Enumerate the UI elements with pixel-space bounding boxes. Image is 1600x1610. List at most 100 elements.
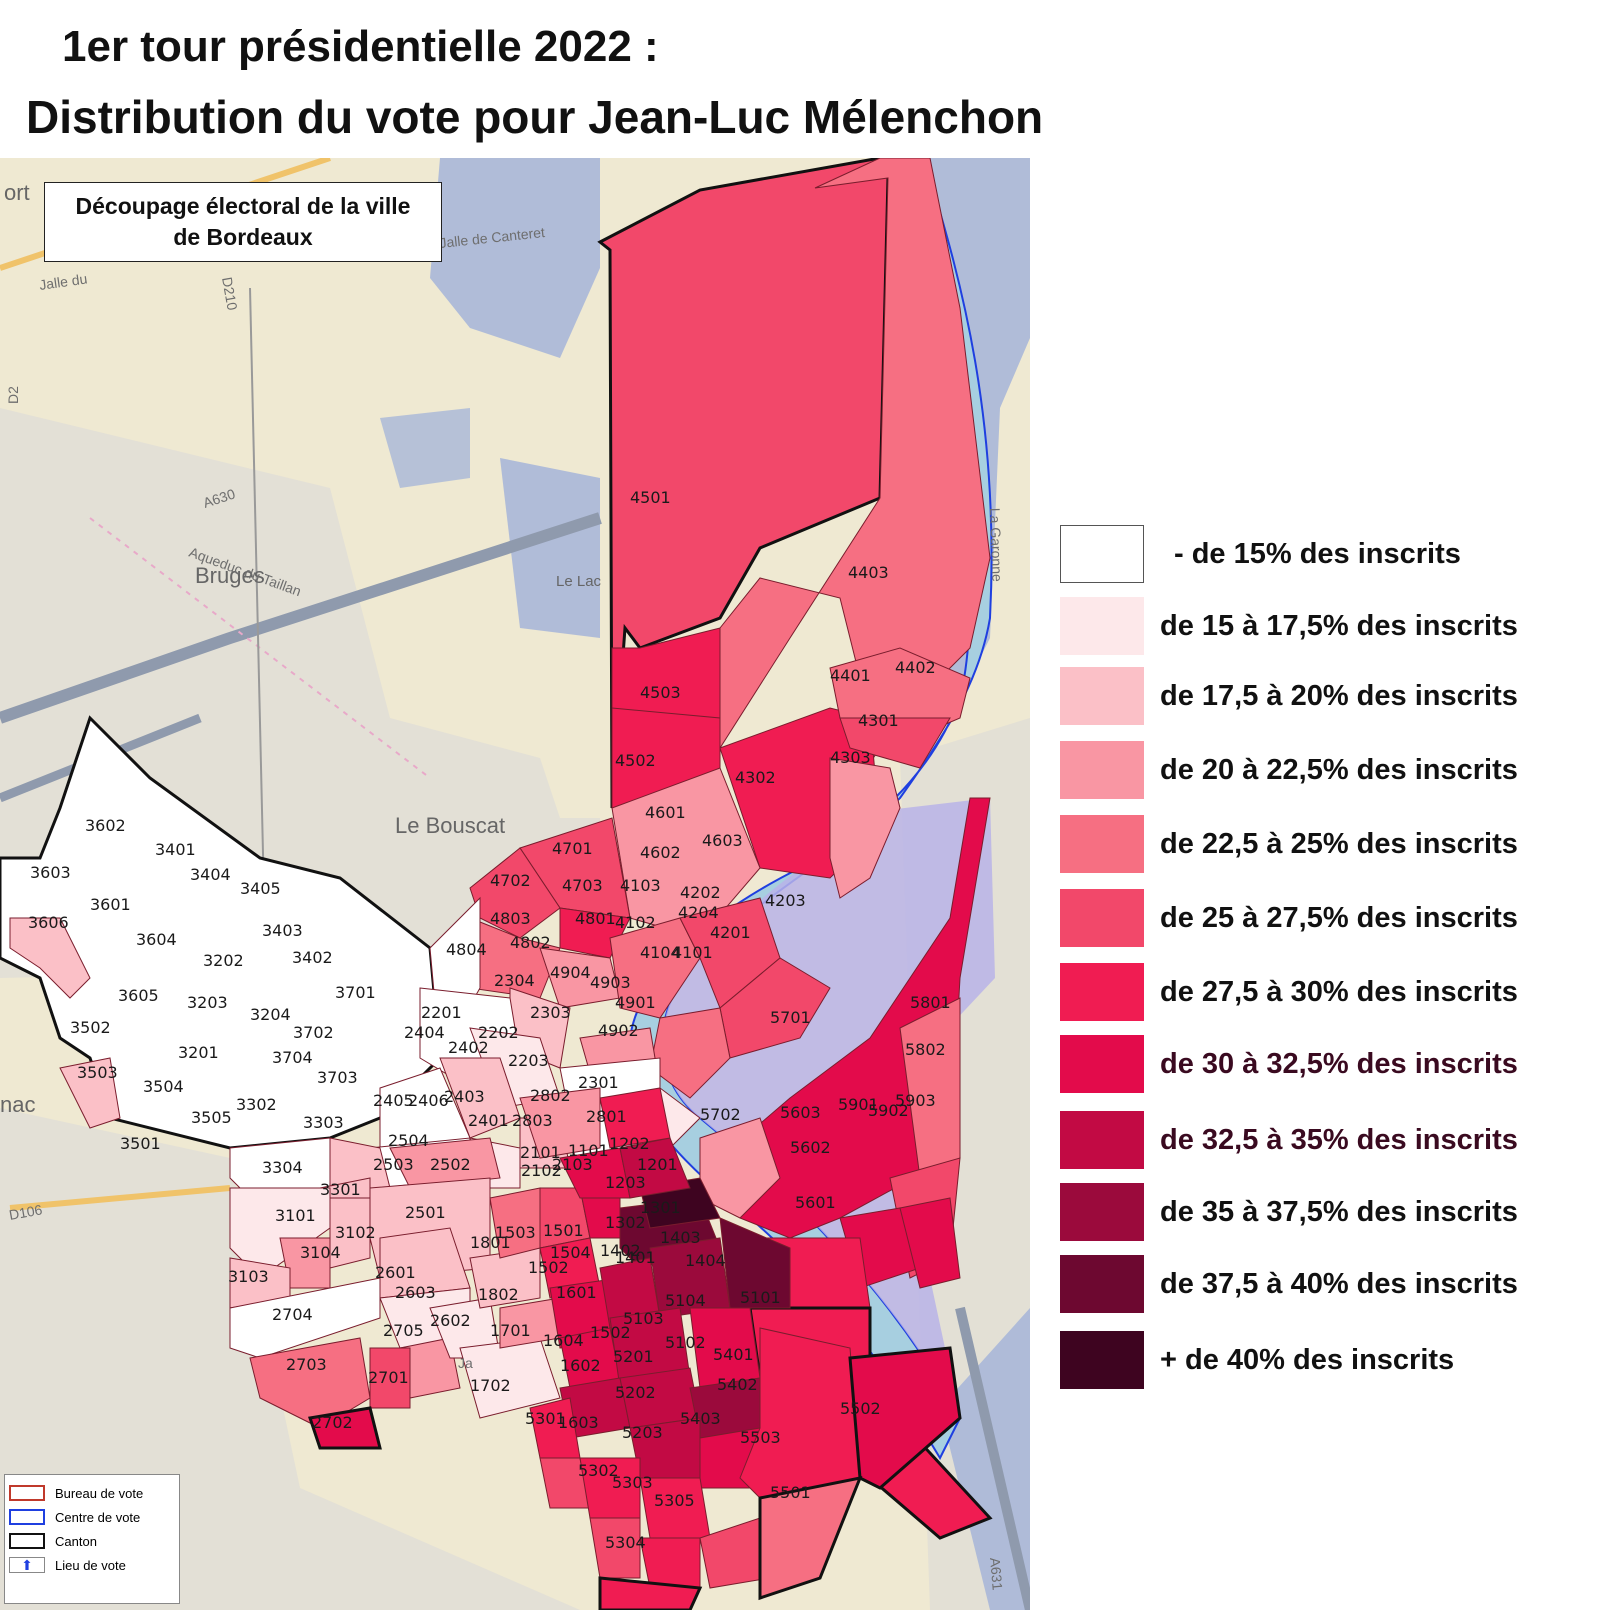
precinct-label: 3103 (228, 1267, 269, 1286)
precinct-label: 4602 (640, 843, 681, 862)
precinct-2701[interactable] (369, 1347, 411, 1409)
precinct-label: 5903 (895, 1091, 936, 1110)
legend-swatch (1060, 815, 1144, 873)
precinct-label: 5203 (622, 1423, 663, 1442)
precinct-label: 4603 (702, 831, 743, 850)
precinct-5303[interactable] (639, 1537, 701, 1589)
precinct-label: 5601 (795, 1193, 836, 1212)
precinct-label: 1501 (543, 1221, 584, 1240)
legend-row: de 22,5 à 25% des inscrits (1060, 815, 1518, 873)
precinct-label: 1502 (528, 1258, 569, 1277)
legend-swatch (1060, 1183, 1144, 1241)
precinct-5302[interactable] (589, 1517, 641, 1579)
precinct-label: 2304 (494, 971, 535, 990)
precinct-label: 3201 (178, 1043, 219, 1062)
legend-label: + de 40% des inscrits (1160, 1343, 1455, 1376)
precinct-label: 3603 (30, 863, 71, 882)
precinct-label: 5502 (840, 1399, 881, 1418)
precinct-5501[interactable] (758, 1475, 863, 1601)
precinct-label: 2602 (430, 1311, 471, 1330)
place-label-ort: ort (4, 180, 30, 205)
precinct-3606[interactable] (9, 917, 91, 999)
precinct-2704[interactable] (229, 1277, 381, 1359)
precinct-label: 4503 (640, 683, 681, 702)
precinct-label: 4403 (848, 563, 889, 582)
bordeaux-map[interactable]: Le Bouscat Bruges Le Lac nac ort Jalle d… (0, 158, 1030, 1610)
map-title-line1: 1er tour présidentielle 2022 : (62, 22, 659, 71)
precinct-label: 5401 (713, 1345, 754, 1364)
precinct-label: 4501 (630, 488, 671, 507)
precinct-label: 3604 (136, 930, 177, 949)
precinct-4301[interactable] (839, 717, 951, 769)
legend-swatch (1060, 525, 1144, 583)
precinct-label: 1201 (637, 1155, 678, 1174)
precinct-label: 2405 (373, 1091, 414, 1110)
precinct-label: 3403 (262, 921, 303, 940)
precinct-label: 3606 (28, 913, 69, 932)
precinct-label: 1502 (590, 1323, 631, 1342)
precinct-5502[interactable] (848, 1346, 962, 1490)
precinct-label: 4402 (895, 658, 936, 677)
precinct-labels: 4501 4403 4401 4402 4301 4503 4303 4502 4302 4601… (28, 488, 951, 1552)
precinct-1201[interactable] (599, 1087, 671, 1149)
precinct-label: 3302 (236, 1095, 277, 1114)
precinct-label: 1404 (685, 1251, 726, 1270)
precinct-3503[interactable] (59, 1057, 121, 1129)
precinct-label: 1101 (568, 1141, 609, 1160)
road-label-a631: A631 (987, 1557, 1006, 1591)
road-label-ja: Ja (458, 1355, 473, 1371)
precinct-5304[interactable] (598, 1576, 703, 1610)
legend-swatch (1060, 667, 1144, 725)
legend-label: de 25 à 27,5% des inscrits (1160, 901, 1518, 934)
legend-row: de 15 à 17,5% des inscrits (1060, 597, 1518, 655)
precinct-2101[interactable] (519, 1087, 601, 1159)
precinct-label: 1702 (470, 1376, 511, 1395)
legend-row: de 32,5 à 35% des inscrits (1060, 1111, 1518, 1169)
precinct-2502[interactable] (389, 1137, 501, 1189)
basin-water (380, 408, 470, 488)
precinct-label: 2301 (578, 1073, 619, 1092)
precinct-label: 2402 (448, 1038, 489, 1057)
precinct-label: 2201 (421, 1003, 462, 1022)
precinct-label: 4802 (510, 933, 551, 952)
bureau-swatch (9, 1485, 45, 1501)
place-labels: Le Bouscat Bruges Le Lac nac ort (0, 180, 602, 1117)
map-legend-row: Canton (9, 1531, 97, 1551)
legend-swatch (1060, 1331, 1144, 1389)
precinct-label: 4902 (598, 1021, 639, 1040)
precinct-label: 5101 (740, 1288, 781, 1307)
legend-label: de 15 à 17,5% des inscrits (1160, 609, 1518, 642)
precinct-4303[interactable] (829, 757, 901, 899)
arrow-up-icon: ⬆ (9, 1557, 45, 1573)
precinct-label: 1203 (605, 1173, 646, 1192)
legend-swatch (1060, 597, 1144, 655)
precinct-label: 5501 (770, 1483, 811, 1502)
legend-label: de 37,5 à 40% des inscrits (1160, 1267, 1518, 1300)
map-title-line2: Distribution du vote pour Jean-Luc Mélen… (26, 91, 1044, 143)
precinct-label: 3503 (77, 1063, 118, 1082)
map-symbol-legend: Bureau de vote Centre de vote Canton ⬆ L… (4, 1474, 180, 1604)
precinct-label: 5201 (613, 1347, 654, 1366)
precinct-label: 1302 (605, 1213, 646, 1232)
precinct-label: 5102 (665, 1333, 706, 1352)
precinct-5903[interactable] (899, 1197, 961, 1289)
place-label-le-bouscat: Le Bouscat (395, 813, 505, 838)
precinct-label: 2504 (388, 1131, 429, 1150)
legend-label: de 32,5 à 35% des inscrits (1160, 1123, 1518, 1156)
precinct-4102[interactable] (609, 917, 701, 1019)
dock-water (430, 158, 600, 358)
precinct-label: 4301 (858, 711, 899, 730)
precinct-2702[interactable] (308, 1406, 382, 1450)
legend-row: de 17,5 à 20% des inscrits (1060, 667, 1518, 725)
precinct-label: 1504 (550, 1243, 591, 1262)
map-panel[interactable]: Le Bouscat Bruges Le Lac nac ort Jalle d… (0, 158, 1030, 1610)
precinct-label: 2403 (444, 1087, 485, 1106)
precinct-5101[interactable] (719, 1217, 791, 1309)
precinct-label: 3703 (317, 1068, 358, 1087)
precinct-label: 2401 (468, 1111, 509, 1130)
precinct-label: 3602 (85, 816, 126, 835)
precincts-layer[interactable] (0, 158, 993, 1610)
precinct-1301[interactable] (619, 1137, 691, 1199)
precinct-label: 3405 (240, 879, 281, 898)
precinct-label: 3202 (203, 951, 244, 970)
